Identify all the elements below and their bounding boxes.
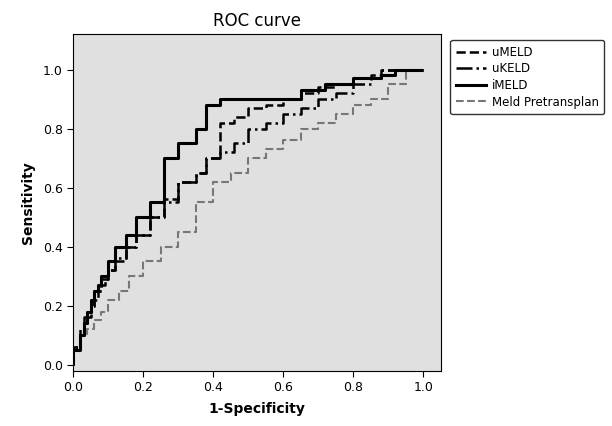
Y-axis label: Sensitivity: Sensitivity — [21, 161, 35, 244]
X-axis label: 1-Specificity: 1-Specificity — [209, 403, 305, 416]
Title: ROC curve: ROC curve — [213, 12, 301, 30]
Legend: uMELD, uKELD, iMELD, Meld Pretransplan: uMELD, uKELD, iMELD, Meld Pretransplan — [450, 40, 605, 115]
